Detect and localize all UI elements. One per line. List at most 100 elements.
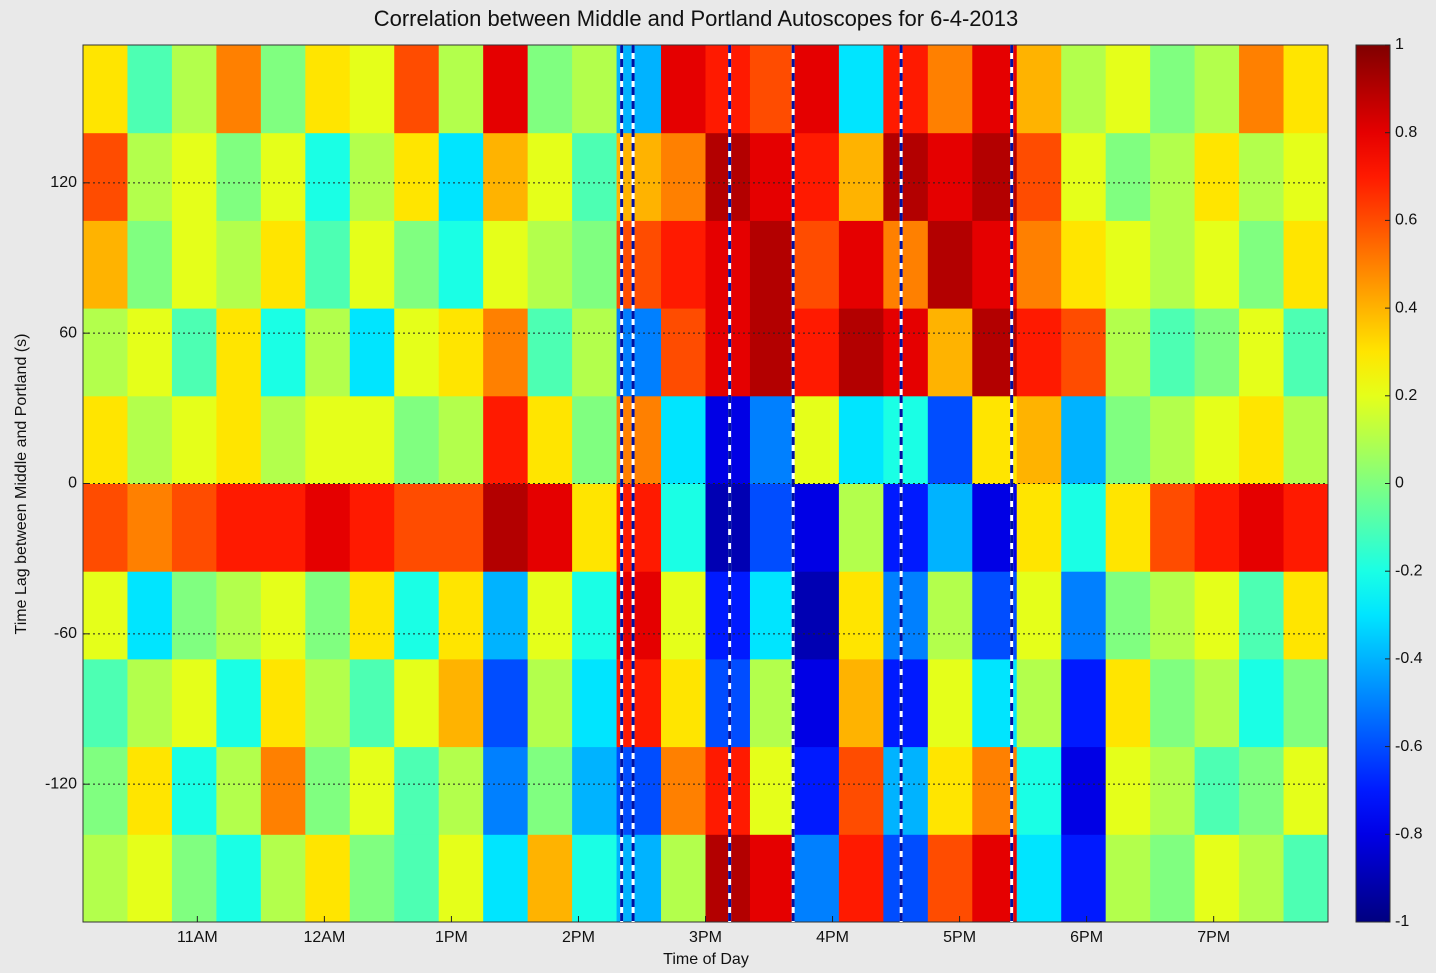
heatmap-cell <box>1016 395 1062 484</box>
heatmap-cell <box>927 45 973 134</box>
heatmap-cell <box>83 395 128 484</box>
heatmap-cell <box>661 395 706 484</box>
x-tick-label: 11AM <box>177 929 218 946</box>
x-tick-label: 6PM <box>1070 929 1103 946</box>
heatmap-cell <box>1061 834 1107 923</box>
heatmap-cell <box>527 658 573 748</box>
heatmap-cell <box>883 483 929 572</box>
heatmap-cell <box>171 658 217 748</box>
heatmap-cell <box>127 571 173 660</box>
heatmap-cell <box>1061 395 1107 484</box>
heatmap-cell <box>1061 220 1107 309</box>
heatmap-cell <box>1194 746 1240 835</box>
heatmap-cell <box>394 45 440 134</box>
colorbar-tick-label: -1 <box>1395 913 1409 930</box>
heatmap-cell <box>127 395 173 484</box>
heatmap-cell <box>572 571 618 660</box>
heatmap-cell <box>305 308 351 397</box>
y-axis-label: Time Lag between Middle and Portland (s) <box>13 334 30 635</box>
heatmap-cell <box>794 308 840 397</box>
heatmap-cell <box>527 220 573 309</box>
heatmap-cell <box>1283 45 1329 134</box>
heatmap-cell <box>438 45 484 134</box>
heatmap-cell <box>171 571 217 660</box>
heatmap-cell <box>260 746 306 835</box>
heatmap-cell <box>927 658 973 748</box>
x-tick-label: 12AM <box>303 929 345 946</box>
colorbar <box>1355 44 1391 923</box>
colorbar-tick-label: 0.2 <box>1395 387 1417 404</box>
heatmap-cell <box>572 395 618 484</box>
x-tick-label: 3PM <box>689 929 722 946</box>
heatmap-cell <box>349 834 395 923</box>
heatmap-cell <box>838 395 884 484</box>
heatmap-cell <box>216 483 262 572</box>
heatmap-cell <box>749 834 795 923</box>
heatmap-cell <box>705 132 751 221</box>
heatmap-cell <box>483 220 529 309</box>
heatmap-cell <box>661 571 706 660</box>
heatmap-cell <box>394 658 440 748</box>
heatmap-cell <box>216 45 262 134</box>
heatmap-cell <box>438 132 484 221</box>
heatmap-cell <box>83 308 128 397</box>
colorbar-tick-label: 0.6 <box>1395 212 1417 229</box>
heatmap-cell <box>171 395 217 484</box>
heatmap-cell <box>616 308 662 397</box>
heatmap-cell <box>527 395 573 484</box>
heatmap-cell <box>527 132 573 221</box>
heatmap-cell <box>616 45 662 134</box>
heatmap-cell <box>438 220 484 309</box>
heatmap-cell <box>127 45 173 134</box>
y-tick-label: -60 <box>54 625 77 642</box>
heatmap-cell <box>1283 308 1329 397</box>
colorbar-tick-label: 0 <box>1395 475 1404 492</box>
heatmap-cell <box>1105 571 1151 660</box>
heatmap-cell <box>1239 658 1285 748</box>
heatmap-cell <box>483 308 529 397</box>
heatmap-cell <box>1239 308 1285 397</box>
heatmap-cell <box>438 834 484 923</box>
heatmap-cell <box>1194 483 1240 572</box>
heatmap-cell <box>661 308 706 397</box>
heatmap-cell <box>749 483 795 572</box>
heatmap-cell <box>1061 746 1107 835</box>
heatmap-cell <box>1016 658 1062 748</box>
heatmap-cell <box>1283 571 1329 660</box>
heatmap-cell <box>794 834 840 923</box>
heatmap-cell <box>972 132 1018 221</box>
heatmap-cell <box>394 571 440 660</box>
heatmap-cell <box>1283 834 1329 923</box>
heatmap-cell <box>349 308 395 397</box>
heatmap-cell <box>527 834 573 923</box>
heatmap-cell <box>749 395 795 484</box>
heatmap-cell <box>83 45 128 134</box>
heatmap-cell <box>527 571 573 660</box>
heatmap-cell <box>438 395 484 484</box>
colorbar-tick-label: -0.8 <box>1395 826 1423 843</box>
heatmap-cell <box>216 658 262 748</box>
heatmap-cell <box>83 571 128 660</box>
heatmap-cell <box>705 483 751 572</box>
colorbar-tick-label: 0.8 <box>1395 124 1417 141</box>
heatmap-cell <box>83 132 128 221</box>
heatmap-cell <box>1061 45 1107 134</box>
heatmap-cell <box>838 571 884 660</box>
heatmap-cell <box>1194 220 1240 309</box>
heatmap-cell <box>972 834 1018 923</box>
heatmap-cell <box>705 746 751 835</box>
y-tick-label: 120 <box>50 174 77 191</box>
heatmap-cell <box>349 746 395 835</box>
heatmap-cell <box>216 395 262 484</box>
heatmap-cell <box>661 834 706 923</box>
heatmap-cell <box>394 395 440 484</box>
heatmap-cell <box>83 483 128 572</box>
heatmap-cell <box>749 746 795 835</box>
heatmap-cell <box>927 483 973 572</box>
heatmap-cell <box>883 571 929 660</box>
heatmap-cell <box>483 834 529 923</box>
heatmap-cell <box>616 395 662 484</box>
heatmap-cell <box>1105 658 1151 748</box>
heatmap-cell <box>794 45 840 134</box>
